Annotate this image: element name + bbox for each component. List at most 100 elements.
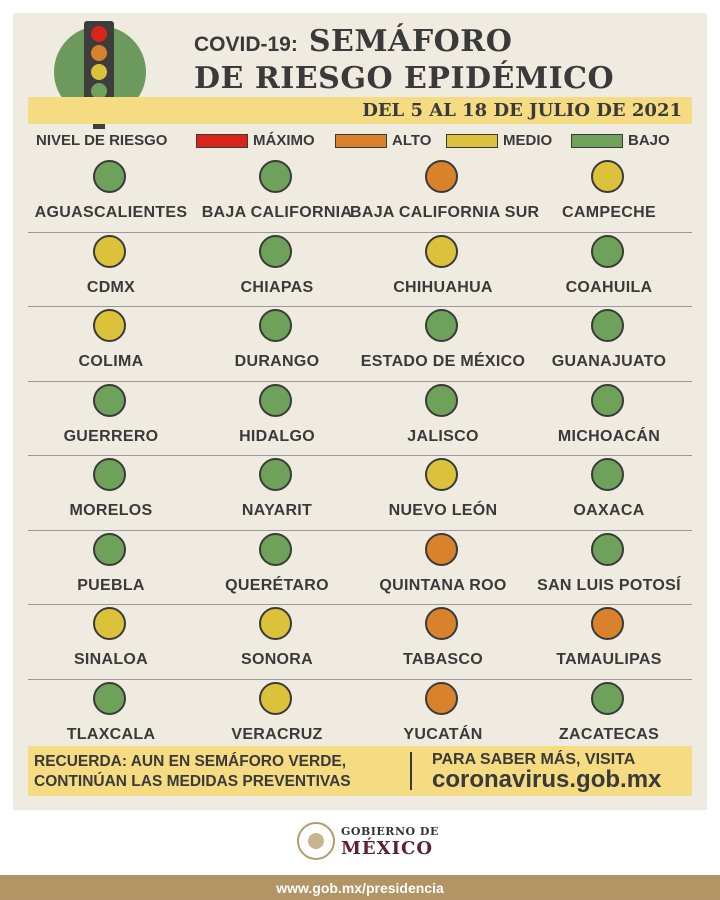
- state-cell: ZACATECAS: [526, 680, 692, 753]
- state-name: COAHUILA: [565, 278, 653, 296]
- state-cell: JALISCO: [360, 382, 526, 455]
- risk-dot-icon: [93, 383, 126, 417]
- risk-dot-icon: [93, 160, 126, 193]
- state-name: NUEVO LEÓN: [388, 502, 498, 519]
- state-cell: YUCATÁN: [360, 680, 526, 753]
- divider: [410, 752, 412, 790]
- risk-dot-icon: [259, 160, 292, 193]
- title-line-2: DE RIESGO EPIDÉMICO: [194, 61, 615, 96]
- risk-dot-icon: [259, 458, 292, 491]
- traffic-light-icon: [84, 21, 114, 105]
- risk-legend: NIVEL DE RIESGO MÁXIMO ALTO MEDIO BAJO: [28, 130, 692, 152]
- url-bar: www.gob.mx/presidencia: [0, 875, 720, 900]
- state-name: SAN LUIS POTOSÍ: [537, 576, 681, 594]
- risk-dot-icon: [259, 383, 292, 417]
- risk-dot-icon: [591, 458, 624, 491]
- reminder-line-2: CONTINÚAN LAS MEDIDAS PREVENTIVAS: [34, 773, 351, 790]
- risk-dot-icon: [425, 458, 458, 491]
- states-row: GUERRERO HIDALGO JALISCO MICHOACÁN: [28, 382, 692, 456]
- risk-dot-icon: [259, 607, 292, 640]
- legend-swatch: [335, 134, 387, 148]
- state-name: QUINTANA ROO: [379, 576, 507, 594]
- state-name: JALISCO: [407, 427, 479, 445]
- legend-swatch: [571, 134, 623, 148]
- state-cell: VERACRUZ: [194, 680, 360, 753]
- states-grid: AGUASCALIENTES BAJA CALIFORNIA BAJA CALIFO…: [28, 158, 692, 753]
- state-name: OAXACA: [573, 502, 645, 519]
- state-cell: OAXACA: [526, 456, 692, 529]
- state-cell: PUEBLA: [28, 531, 194, 604]
- state-name: COLIMA: [78, 353, 144, 370]
- state-name: BAJA CALIFORNIA SUR: [350, 204, 540, 221]
- lamp-2: [91, 64, 107, 80]
- risk-dot-icon: [93, 309, 126, 342]
- risk-dot-icon: [93, 458, 126, 491]
- state-cell: MORELOS: [28, 456, 194, 529]
- states-row: AGUASCALIENTES BAJA CALIFORNIA BAJA CALIFO…: [28, 158, 692, 233]
- presidencia-url[interactable]: www.gob.mx/presidencia: [276, 880, 444, 896]
- state-name: GUERRERO: [63, 427, 159, 445]
- legend-swatch: [196, 134, 248, 148]
- risk-dot-icon: [93, 532, 126, 566]
- legend-title: NIVEL DE RIESGO: [36, 132, 168, 149]
- state-name: MICHOACÁN: [557, 427, 661, 445]
- state-cell: TLAXCALA: [28, 680, 194, 753]
- lamp-0: [91, 26, 107, 42]
- state-cell: AGUASCALIENTES: [28, 158, 194, 231]
- risk-dot-icon: [259, 309, 292, 342]
- state-cell: BAJA CALIFORNIA: [194, 158, 360, 231]
- coat-of-arms-icon: [297, 822, 335, 860]
- risk-dot-icon: [425, 383, 458, 417]
- title-line-1: COVID-19: SEMÁFORO: [194, 24, 512, 59]
- state-name: TABASCO: [402, 651, 484, 668]
- state-cell: ESTADO DE MÉXICO: [360, 307, 526, 380]
- risk-dot-icon: [259, 532, 292, 566]
- state-name: ZACATECAS: [558, 725, 660, 743]
- website-link[interactable]: coronavirus.gob.mx: [432, 766, 662, 793]
- date-band: DEL 5 AL 18 DE JULIO DE 2021: [28, 97, 692, 124]
- risk-dot-icon: [425, 309, 458, 342]
- states-row: MORELOS NAYARIT NUEVO LEÓN OAXACA: [28, 456, 692, 531]
- risk-dot-icon: [425, 532, 458, 566]
- state-cell: COAHUILA: [526, 233, 692, 306]
- state-cell: GUERRERO: [28, 382, 194, 455]
- state-name: CAMPECHE: [562, 204, 656, 221]
- reminder-strong: RECUERDA:: [34, 753, 127, 770]
- state-cell: SAN LUIS POTOSÍ: [526, 531, 692, 604]
- state-cell: HIDALGO: [194, 382, 360, 455]
- risk-dot-icon: [591, 607, 624, 640]
- title-main: SEMÁFORO: [308, 24, 513, 59]
- state-cell: BAJA CALIFORNIA SUR: [350, 158, 539, 231]
- state-cell: CHIHUAHUA: [360, 233, 526, 306]
- state-cell: QUERÉTARO: [194, 531, 360, 604]
- state-cell: SONORA: [194, 605, 360, 678]
- risk-dot-icon: [425, 234, 458, 268]
- lamp-3: [91, 83, 107, 99]
- states-row: CDMX CHIAPAS CHIHUAHUA COAHUILA: [28, 233, 692, 307]
- state-name: SONORA: [240, 651, 314, 668]
- state-cell: GUANAJUATO: [526, 307, 692, 380]
- state-cell: COLIMA: [28, 307, 194, 380]
- state-name: DURANGO: [234, 353, 320, 370]
- risk-dot-icon: [93, 234, 126, 268]
- state-cell: NAYARIT: [194, 456, 360, 529]
- legend-label: MÁXIMO: [253, 132, 315, 149]
- legend-label: BAJO: [628, 132, 670, 149]
- risk-dot-icon: [591, 234, 624, 268]
- state-name: VERACRUZ: [231, 725, 323, 743]
- risk-dot-icon: [591, 309, 624, 342]
- reminder-band: RECUERDA: AUN EN SEMÁFORO VERDE, CONTINÚ…: [28, 746, 692, 796]
- gov-line-1: GOBIERNO DE: [341, 825, 439, 838]
- state-cell: MICHOACÁN: [526, 382, 692, 455]
- legend-label: ALTO: [392, 132, 432, 149]
- gov-line-2: MÉXICO: [341, 838, 434, 859]
- states-row: SINALOA SONORA TABASCO TAMAULIPAS: [28, 605, 692, 680]
- risk-dot-icon: [93, 681, 126, 715]
- seal-center: [308, 833, 324, 849]
- state-name: CHIHUAHUA: [393, 278, 493, 296]
- state-cell: QUINTANA ROO: [360, 531, 526, 604]
- states-row: COLIMA DURANGO ESTADO DE MÉXICO GUANAJUATO: [28, 307, 692, 382]
- state-name: HIDALGO: [239, 427, 315, 445]
- state-cell: CDMX: [28, 233, 194, 306]
- risk-dot-icon: [591, 160, 624, 193]
